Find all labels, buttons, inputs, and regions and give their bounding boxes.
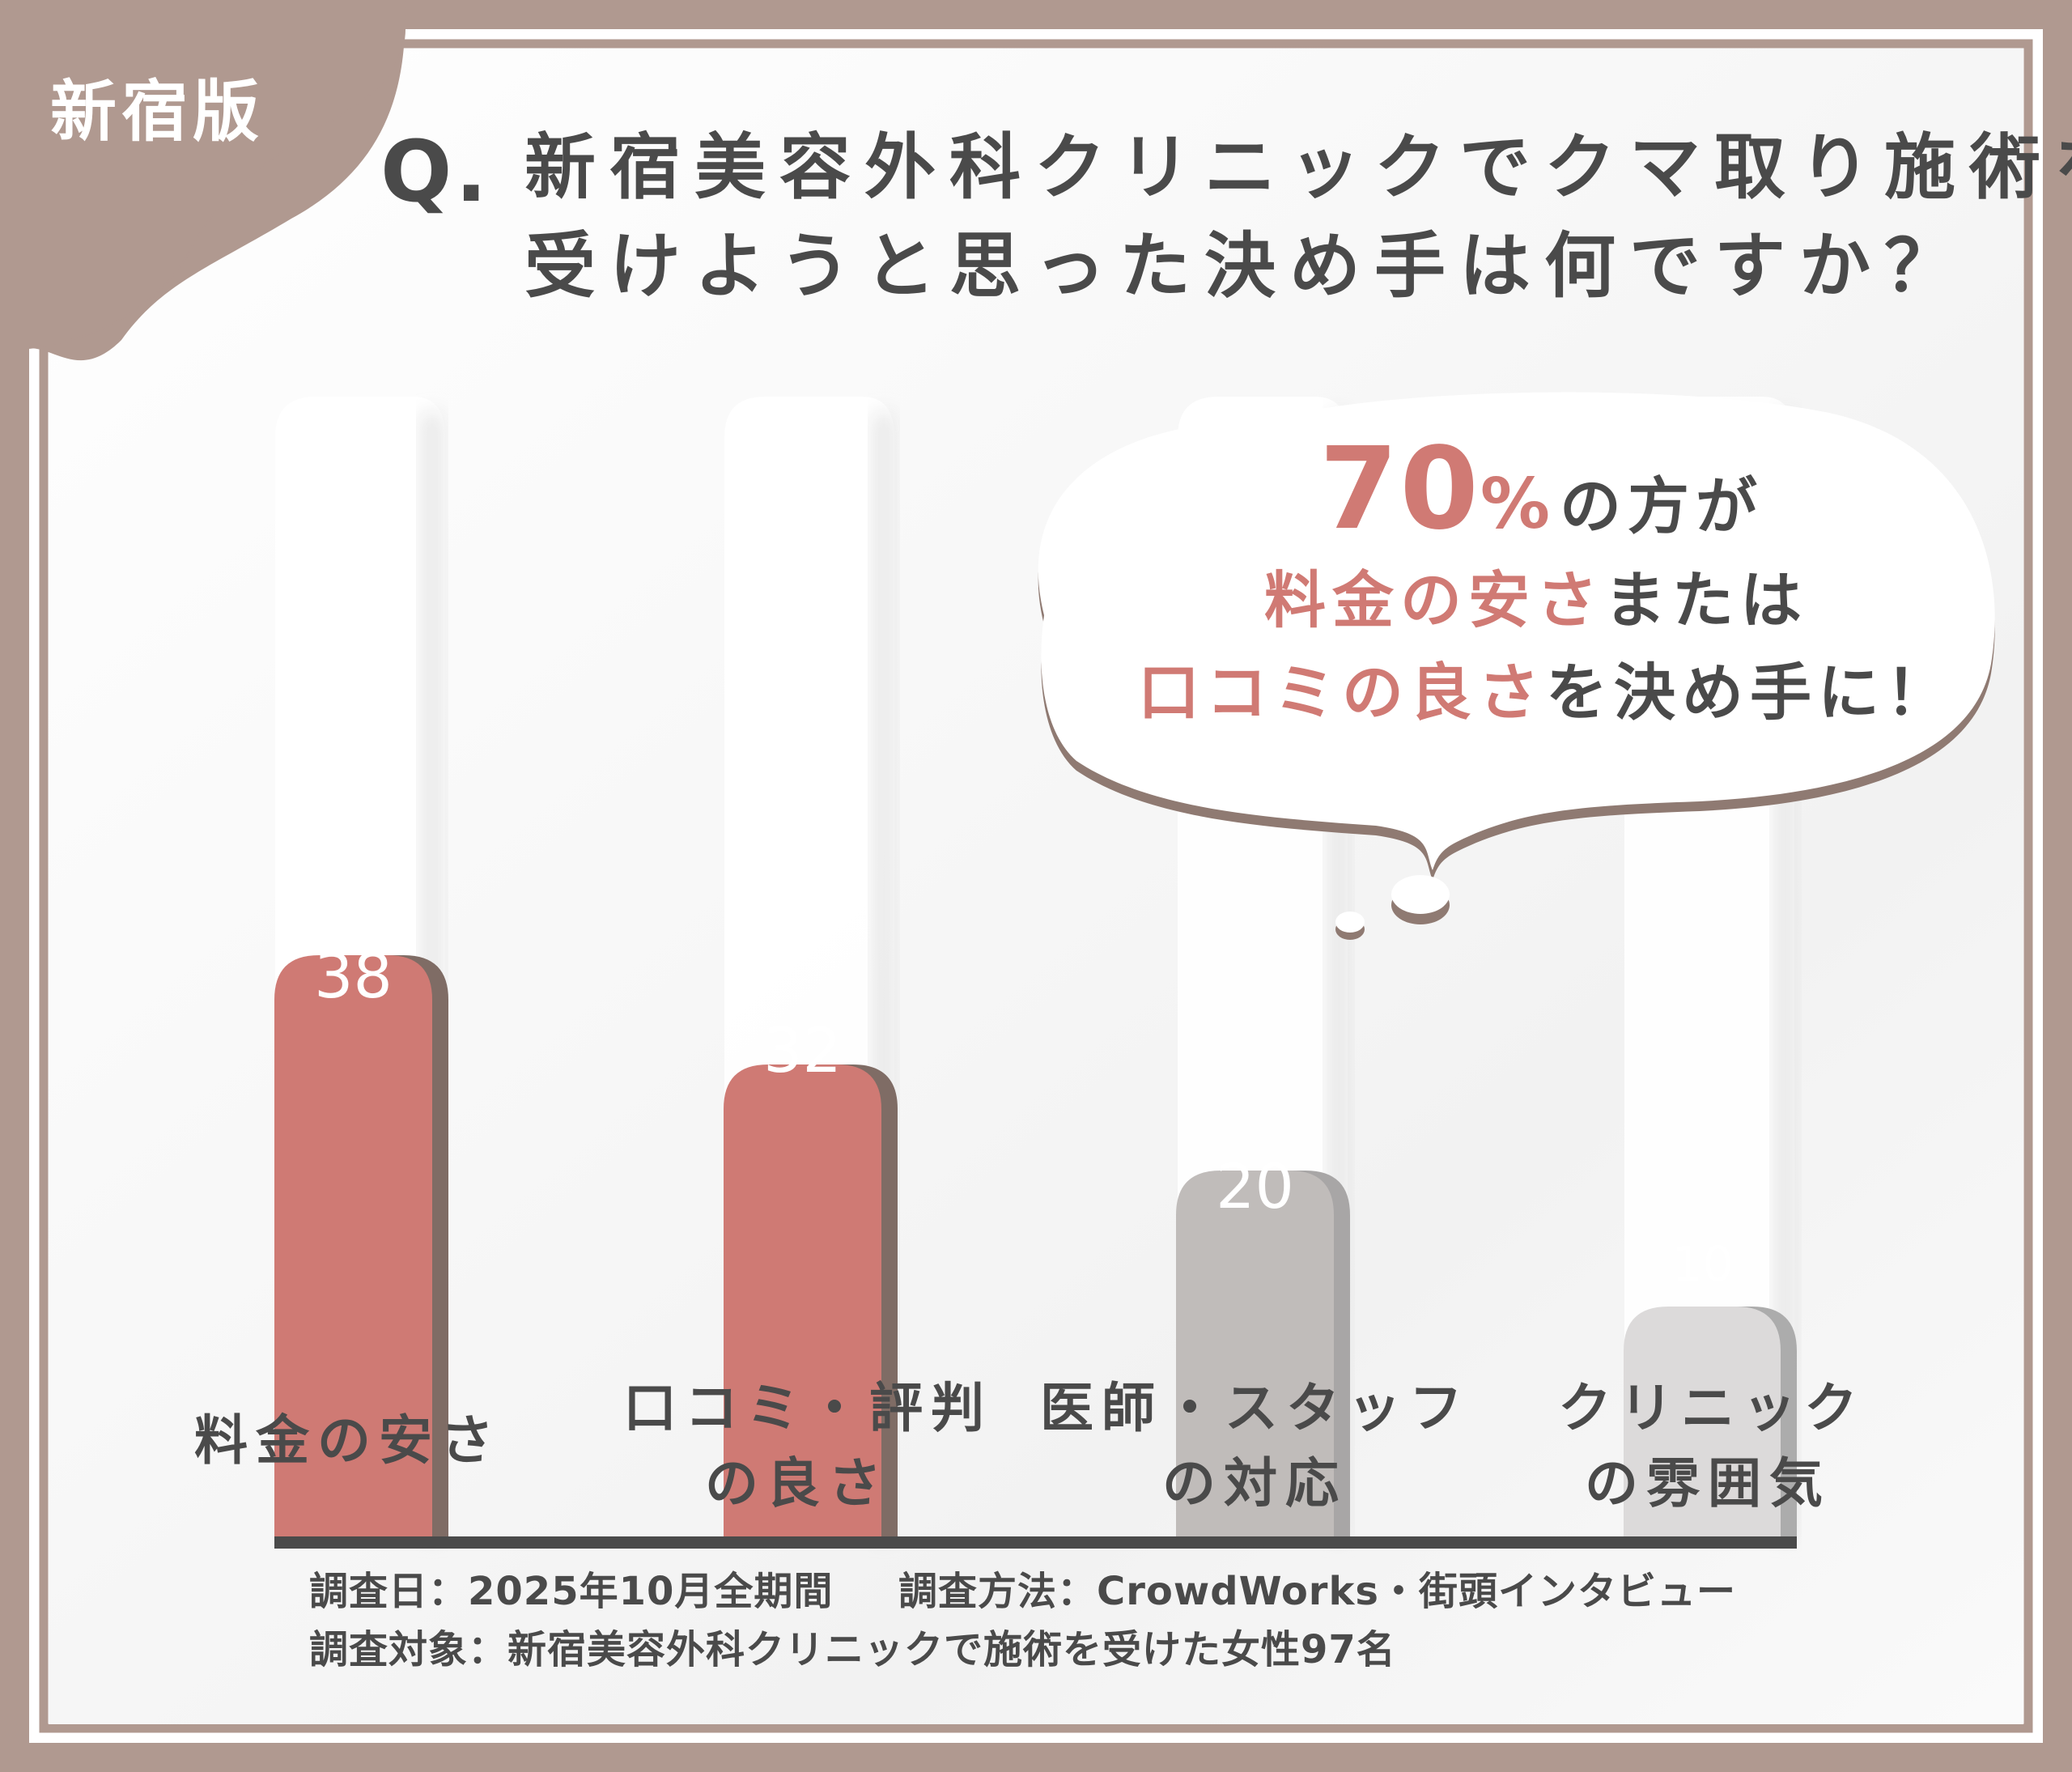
callout-line-2: 料金の安さまたは (1264, 570, 1808, 631)
category-4-line-2: の雰囲気 (1585, 1452, 1831, 1515)
survey-method: 調査方法：CrowdWorks・街頭インタビュー (898, 1569, 1736, 1614)
category-2-line-1: 口コミ・評判 (623, 1377, 992, 1439)
survey-date: 調査日：2025年10月全期間 (309, 1569, 834, 1614)
survey-target: 調査対象：新宿美容外科クリニックで施術を受けた女性97名 (309, 1627, 1396, 1672)
bar-2-value: 32 (763, 1014, 842, 1086)
bar-1 (274, 955, 432, 1539)
question-line-1: 新宿美容外科クリニックでクマ取り施術を (524, 125, 2072, 209)
bar-4-value: 10 (1671, 1236, 1734, 1293)
callout-percent-value: 70 (1319, 423, 1480, 555)
category-label-2: 口コミ・評判 の良さ (623, 1370, 992, 1521)
bar-1-value: 38 (314, 940, 393, 1012)
callout-highlight-reviews: 口コミの良さ (1138, 657, 1546, 729)
category-label-1: 料金の安さ (186, 1403, 510, 1478)
callout-highlight-price: 料金の安さ (1264, 564, 1604, 636)
thought-dot-small (1335, 911, 1365, 933)
callout-line-1: 70% の方が (1319, 433, 1764, 546)
category-2-line-2: の良さ (705, 1452, 890, 1515)
category-3-line-1: 医師・スタッフ (1040, 1377, 1471, 1439)
bar-3 (1176, 1171, 1334, 1539)
bar-2 (724, 1064, 881, 1539)
inner-frame-line (39, 39, 2033, 1733)
callout-percent-sign: % (1480, 464, 1550, 545)
bar-chart (274, 955, 1797, 1549)
category-1-line-1: 料金の安さ (194, 1409, 502, 1472)
category-label-4: クリニック の雰囲気 (1558, 1370, 1858, 1521)
badge-blob (0, 0, 405, 361)
callout-line-2-suffix: または (1604, 564, 1808, 636)
category-3-line-2: の対応 (1162, 1452, 1347, 1515)
bar-4 (1624, 1307, 1781, 1539)
x-axis (274, 1536, 1797, 1549)
callout-line-3: 口コミの良さを決め手に！ (1138, 662, 1954, 724)
speech-bubble (1038, 392, 1995, 870)
question-line-2: 受けようと思った決め手は何ですか？ (524, 224, 1970, 308)
region-badge: 新宿版 (50, 74, 265, 151)
callout-line-1-suffix: の方が (1560, 470, 1764, 542)
bar-3-value: 20 (1216, 1150, 1294, 1222)
category-4-line-1: クリニック (1558, 1377, 1866, 1439)
question-prefix: Q. (380, 122, 490, 221)
category-label-3: 医師・スタッフ の対応 (1040, 1370, 1469, 1521)
callout-line-3-suffix: を決め手に！ (1546, 657, 1954, 729)
thought-dot-large (1391, 875, 1450, 914)
